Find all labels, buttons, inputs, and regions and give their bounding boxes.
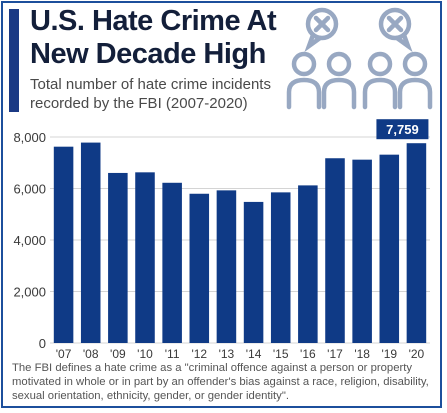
x-tick-label: '19 (381, 347, 397, 361)
cross-bubble-icon (378, 7, 413, 53)
x-tick-label: '07 (56, 347, 72, 361)
x-tick-label: '15 (273, 347, 289, 361)
person-icon (286, 51, 322, 110)
x-tick-label: '17 (327, 347, 343, 361)
x-tick-label: '13 (219, 347, 235, 361)
y-tick-label: 8,000 (13, 130, 46, 145)
x-tick-label: '12 (191, 347, 207, 361)
bar (352, 159, 372, 343)
x-tick-label: '14 (246, 347, 262, 361)
x-tick-label: '08 (83, 347, 99, 361)
bar (325, 158, 345, 343)
x-tick-label: '16 (300, 347, 316, 361)
bar (406, 143, 427, 343)
y-tick-label: 6,000 (13, 182, 46, 197)
person-icon (362, 51, 398, 110)
chart-footnote: The FBI defines a hate crime as a "crimi… (12, 362, 429, 402)
bar (216, 190, 237, 343)
chart-title: U.S. Hate Crime At New Decade High (30, 5, 277, 70)
person-icon (397, 51, 433, 110)
title-accent-bar (9, 9, 19, 112)
x-tick-label: '09 (110, 347, 126, 361)
value-callout (376, 119, 429, 140)
x-tick-label: '11 (165, 347, 180, 361)
bar (379, 154, 400, 343)
hate-crime-illustration (286, 7, 433, 110)
value-callout-label: 7,759 (386, 122, 419, 137)
bar (189, 193, 210, 343)
cross-bubble-icon (304, 7, 339, 53)
bar (298, 185, 318, 343)
person-icon (321, 51, 357, 110)
y-tick-label: 4,000 (13, 233, 46, 248)
x-tick-label: '10 (137, 347, 153, 361)
y-tick-label: 2,000 (13, 285, 46, 300)
bar (53, 146, 74, 343)
bar (135, 172, 155, 343)
y-tick-label: 0 (39, 336, 46, 351)
bar (108, 172, 128, 343)
bar (162, 182, 182, 343)
chart-subtitle: Total number of hate crime incidents rec… (30, 76, 271, 112)
bar (270, 192, 291, 343)
bar (243, 201, 264, 343)
x-tick-label: '20 (409, 347, 425, 361)
bar (80, 142, 101, 343)
x-tick-label: '18 (354, 347, 370, 361)
